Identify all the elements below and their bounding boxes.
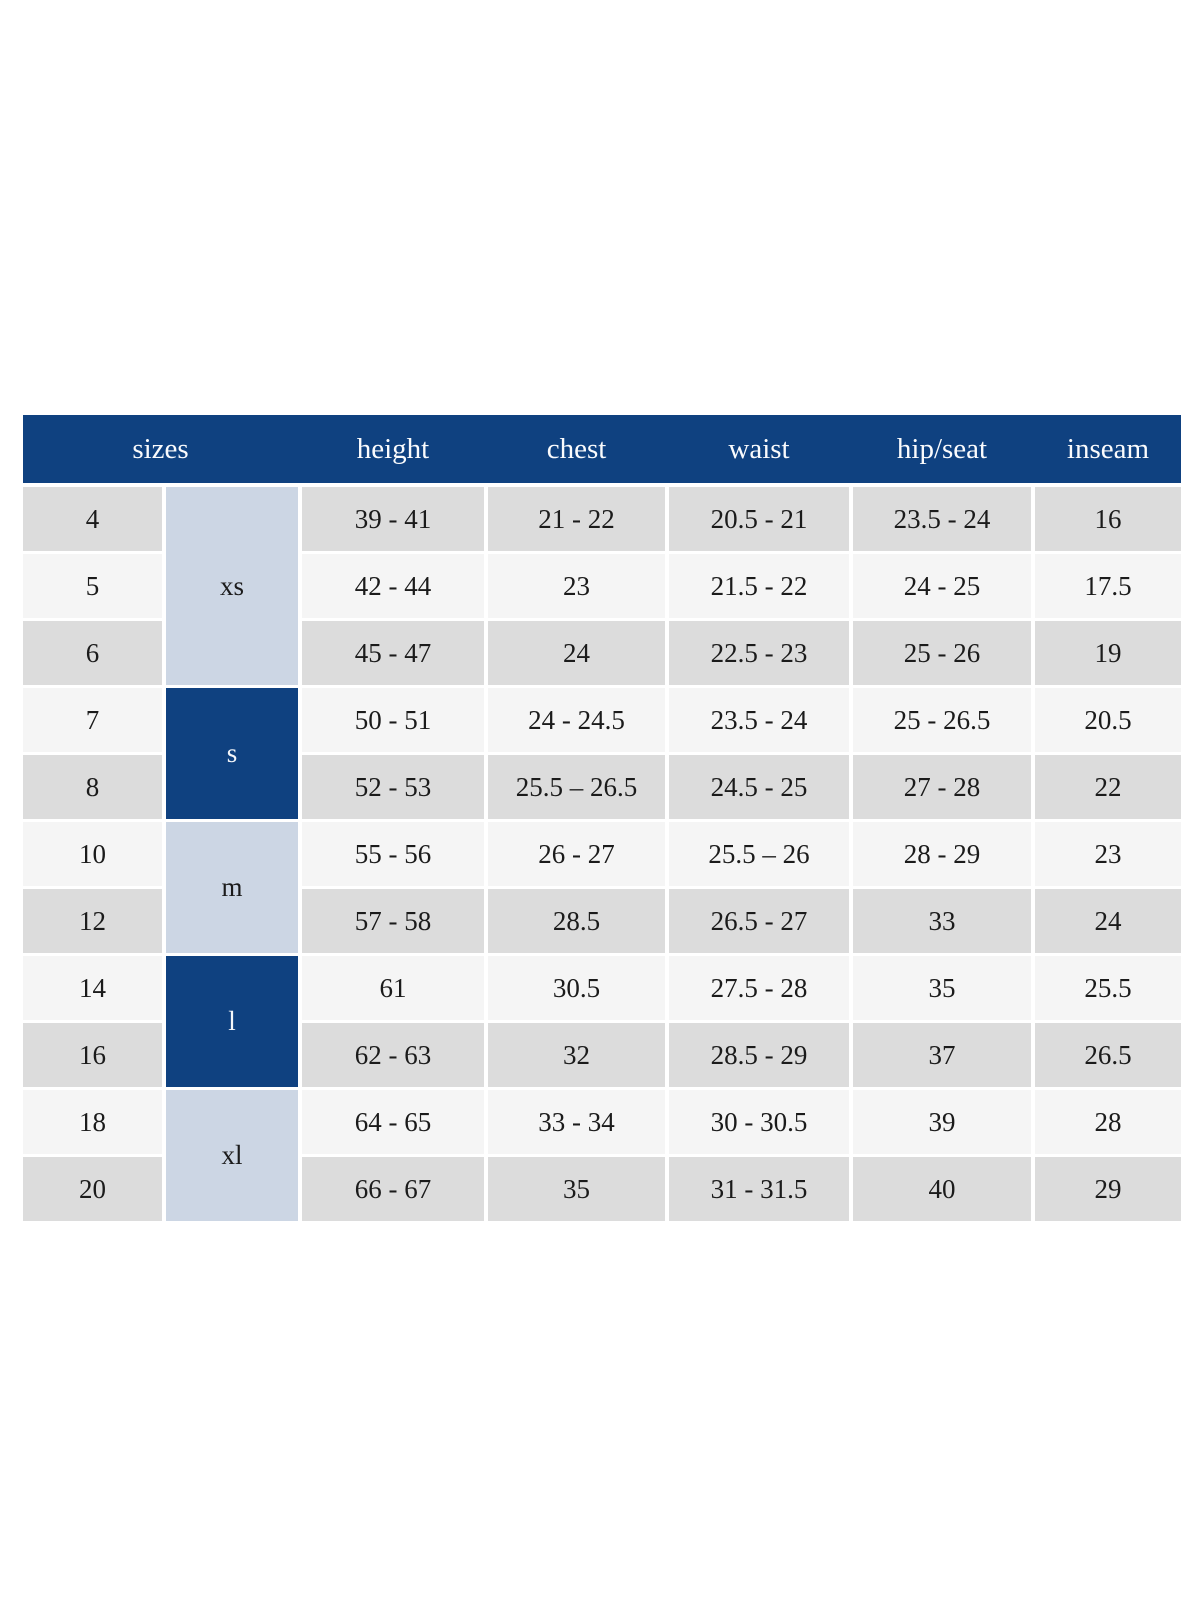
chest-cell: 30.5 — [488, 956, 665, 1020]
height-cell: 61 — [302, 956, 484, 1020]
waist-cell: 23.5 - 24 — [669, 688, 849, 752]
height-cell: 66 - 67 — [302, 1157, 484, 1221]
hip-seat-cell: 27 - 28 — [853, 755, 1031, 819]
header-cell-waist: waist — [728, 432, 790, 465]
chest-cell: 32 — [488, 1023, 665, 1087]
hip-seat-cell: 35 — [853, 956, 1031, 1020]
size-group-cell-xl: xl — [166, 1090, 298, 1221]
inseam-cell: 24 — [1035, 889, 1181, 953]
hip-seat-cell: 25 - 26.5 — [853, 688, 1031, 752]
hip-seat-cell: 37 — [853, 1023, 1031, 1087]
inseam-cell: 29 — [1035, 1157, 1181, 1221]
waist-cell: 22.5 - 23 — [669, 621, 849, 685]
size-group-cell-l: l — [166, 956, 298, 1087]
height-cell: 50 - 51 — [302, 688, 484, 752]
waist-cell: 31 - 31.5 — [669, 1157, 849, 1221]
chest-cell: 28.5 — [488, 889, 665, 953]
size-cell: 7 — [23, 688, 162, 752]
hip-seat-cell: 40 — [853, 1157, 1031, 1221]
height-cell: 62 - 63 — [302, 1023, 484, 1087]
header-cell-hip-seat: hip/seat — [896, 432, 988, 465]
height-cell: 42 - 44 — [302, 554, 484, 618]
chest-cell: 23 — [488, 554, 665, 618]
height-cell: 45 - 47 — [302, 621, 484, 685]
inseam-cell: 28 — [1035, 1090, 1181, 1154]
size-group-cell-s: s — [166, 688, 298, 819]
header-cell-height: height — [356, 432, 430, 465]
hip-seat-cell: 39 — [853, 1090, 1031, 1154]
inseam-cell: 26.5 — [1035, 1023, 1181, 1087]
size-cell: 10 — [23, 822, 162, 886]
waist-cell: 26.5 - 27 — [669, 889, 849, 953]
waist-cell: 27.5 - 28 — [669, 956, 849, 1020]
size-cell: 8 — [23, 755, 162, 819]
waist-cell: 20.5 - 21 — [669, 487, 849, 551]
size-group-cell-m: m — [166, 822, 298, 953]
height-cell: 52 - 53 — [302, 755, 484, 819]
table-body: 4 xs 39 - 41 21 - 22 20.5 - 21 23.5 - 24… — [23, 487, 1181, 1221]
inseam-cell: 23 — [1035, 822, 1181, 886]
header-cell-chest: chest — [546, 432, 607, 465]
size-cell: 6 — [23, 621, 162, 685]
waist-cell: 30 - 30.5 — [669, 1090, 849, 1154]
chest-cell: 26 - 27 — [488, 822, 665, 886]
size-cell: 4 — [23, 487, 162, 551]
inseam-cell: 17.5 — [1035, 554, 1181, 618]
chest-cell: 21 - 22 — [488, 487, 665, 551]
inseam-cell: 25.5 — [1035, 956, 1181, 1020]
size-cell: 12 — [23, 889, 162, 953]
height-cell: 57 - 58 — [302, 889, 484, 953]
header-cell-inseam: inseam — [1066, 432, 1150, 465]
waist-cell: 24.5 - 25 — [669, 755, 849, 819]
hip-seat-cell: 28 - 29 — [853, 822, 1031, 886]
waist-cell: 21.5 - 22 — [669, 554, 849, 618]
waist-cell: 25.5 – 26 — [669, 822, 849, 886]
size-group-cell-xs: xs — [166, 487, 298, 685]
header-cell-sizes: sizes — [132, 432, 189, 465]
size-cell: 14 — [23, 956, 162, 1020]
height-cell: 64 - 65 — [302, 1090, 484, 1154]
size-cell: 5 — [23, 554, 162, 618]
size-cell: 16 — [23, 1023, 162, 1087]
inseam-cell: 16 — [1035, 487, 1181, 551]
hip-seat-cell: 23.5 - 24 — [853, 487, 1031, 551]
inseam-cell: 20.5 — [1035, 688, 1181, 752]
hip-seat-cell: 33 — [853, 889, 1031, 953]
size-chart-table: sizes height chest waist hip/seat inseam… — [23, 415, 1181, 1221]
chest-cell: 24 - 24.5 — [488, 688, 665, 752]
height-cell: 39 - 41 — [302, 487, 484, 551]
hip-seat-cell: 25 - 26 — [853, 621, 1031, 685]
inseam-cell: 22 — [1035, 755, 1181, 819]
table-header-row: sizes height chest waist hip/seat inseam — [23, 415, 1181, 483]
chest-cell: 24 — [488, 621, 665, 685]
inseam-cell: 19 — [1035, 621, 1181, 685]
size-cell: 18 — [23, 1090, 162, 1154]
size-cell: 20 — [23, 1157, 162, 1221]
hip-seat-cell: 24 - 25 — [853, 554, 1031, 618]
waist-cell: 28.5 - 29 — [669, 1023, 849, 1087]
chest-cell: 33 - 34 — [488, 1090, 665, 1154]
chest-cell: 35 — [488, 1157, 665, 1221]
chest-cell: 25.5 – 26.5 — [488, 755, 665, 819]
height-cell: 55 - 56 — [302, 822, 484, 886]
